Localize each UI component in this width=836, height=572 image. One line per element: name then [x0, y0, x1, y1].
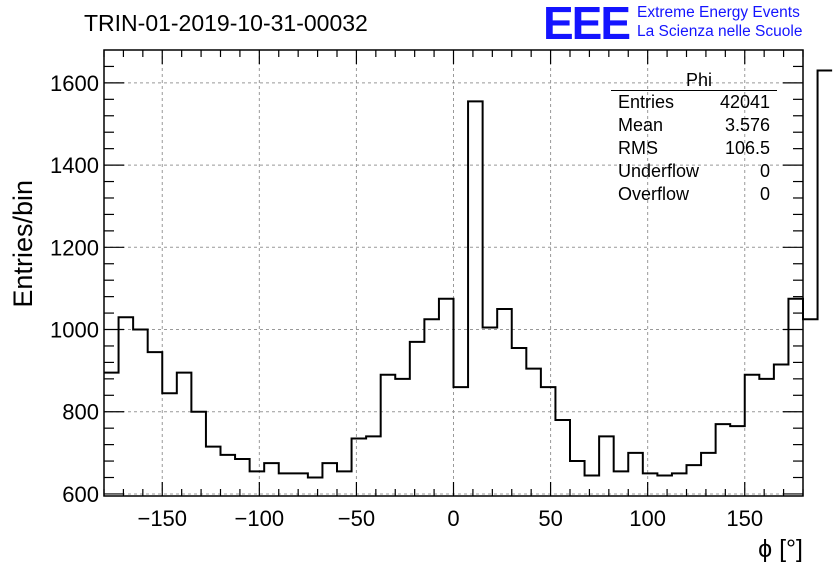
- histogram-bin: [643, 473, 658, 496]
- histogram-bin: [352, 438, 367, 496]
- histogram-bin: [250, 471, 265, 496]
- histogram-bin: [293, 473, 308, 496]
- stats-value: 0: [759, 184, 770, 204]
- histogram-bin: [687, 465, 702, 496]
- histogram-bin: [730, 426, 745, 496]
- histogram-bin: [191, 412, 206, 496]
- y-tick-label: 1400: [50, 153, 99, 178]
- x-tick-label: −50: [338, 506, 375, 531]
- stats-row: RMS 106.5: [611, 137, 777, 160]
- y-axis-title: Entries/bin: [8, 180, 38, 308]
- stats-histogram-name: Phi: [611, 70, 777, 91]
- histogram-bin: [541, 387, 556, 496]
- histogram-bin: [439, 299, 454, 496]
- eee-logo: EEE: [543, 0, 631, 49]
- histogram-bin: [701, 453, 716, 496]
- y-tick-label: 800: [62, 400, 99, 425]
- histogram-bin: [468, 101, 483, 496]
- histogram-bars: [104, 69, 833, 496]
- histogram-bin: [119, 317, 134, 496]
- histogram-bin: [803, 319, 818, 496]
- x-tick-label: 0: [447, 506, 459, 531]
- stats-value: 106.5: [724, 138, 770, 158]
- histogram-bin: [788, 299, 803, 496]
- logo-caption: Extreme Energy Events La Scienza nelle S…: [637, 3, 802, 41]
- histogram-bin: [308, 478, 323, 496]
- histogram-bin: [279, 473, 294, 496]
- histogram-bin: [366, 436, 381, 496]
- stats-label: Entries: [618, 92, 675, 112]
- histogram-bin: [497, 309, 512, 496]
- y-tick-label: 1600: [50, 71, 99, 96]
- histogram-bin: [162, 393, 177, 496]
- histogram-bin: [672, 473, 687, 496]
- stats-label: Overflow: [618, 184, 690, 204]
- histogram-bin: [133, 330, 148, 496]
- stats-value: 42041: [719, 92, 770, 112]
- y-tick-label: 600: [62, 482, 99, 507]
- x-tick-label: −100: [235, 506, 285, 531]
- y-axis-ticks: 600 800 1000 1200 1400 1600: [50, 65, 803, 507]
- x-axis-title: ϕ [°]: [758, 535, 803, 563]
- histogram-bin: [585, 475, 600, 496]
- stats-label: Underflow: [618, 161, 700, 181]
- histogram-bin: [148, 352, 163, 496]
- histogram-bin: [657, 475, 672, 496]
- histogram-bin: [599, 436, 614, 496]
- histogram-bin: [745, 375, 760, 496]
- histogram-bin: [526, 369, 541, 496]
- histogram-bin: [454, 387, 469, 496]
- stats-row: Mean 3.576: [611, 114, 777, 137]
- stats-row: Overflow 0: [611, 183, 777, 206]
- x-tick-label: 150: [726, 506, 763, 531]
- stats-label: RMS: [618, 138, 658, 158]
- histogram-bin: [818, 71, 833, 496]
- y-tick-label: 1000: [50, 318, 99, 343]
- histogram-bin: [424, 319, 439, 496]
- stats-row: Underflow 0: [611, 160, 777, 183]
- histogram-bin: [235, 459, 250, 496]
- histogram-bin: [337, 471, 352, 496]
- stats-label: Mean: [618, 115, 664, 135]
- histogram-bin: [512, 348, 527, 496]
- stats-value: 3.576: [724, 115, 770, 135]
- x-tick-label: −150: [137, 506, 187, 531]
- histogram-bin: [322, 463, 337, 496]
- x-axis-ticks: −150 −100 −50 0 50 100 150: [103, 50, 804, 531]
- x-tick-label: 100: [629, 506, 666, 531]
- histogram-bin: [716, 424, 731, 496]
- histogram-bin: [555, 420, 570, 496]
- stats-rows: Entries 42041 Mean 3.576 RMS 106.5 Underflow 0 O…: [611, 91, 777, 206]
- x-tick-label: 50: [538, 506, 562, 531]
- histogram-bin: [381, 375, 396, 496]
- histogram-bin: [759, 379, 774, 496]
- histogram-bin: [264, 463, 279, 496]
- histogram-outline: [104, 69, 833, 479]
- histogram-bin: [614, 471, 629, 496]
- logo-caption-line-2: La Scienza nelle Scuole: [637, 23, 803, 40]
- histogram-bin: [570, 461, 585, 496]
- histogram-bin: [206, 447, 221, 496]
- plot-title: TRIN-01-2019-10-31-00032: [84, 10, 368, 36]
- stats-box: Phi Entries 42041 Mean 3.576 RMS 106.5 Underfl…: [611, 70, 777, 206]
- histogram-bin: [177, 373, 192, 496]
- histogram-bin: [774, 364, 789, 496]
- histogram-bin: [628, 453, 643, 496]
- histogram-bin: [395, 379, 410, 496]
- histogram-bin: [221, 455, 236, 496]
- y-tick-label: 1200: [50, 235, 99, 260]
- stats-value: 0: [759, 161, 770, 181]
- logo-caption-line-1: Extreme Energy Events: [637, 4, 800, 21]
- histogram-bin: [410, 342, 425, 496]
- stats-row: Entries 42041: [611, 91, 777, 114]
